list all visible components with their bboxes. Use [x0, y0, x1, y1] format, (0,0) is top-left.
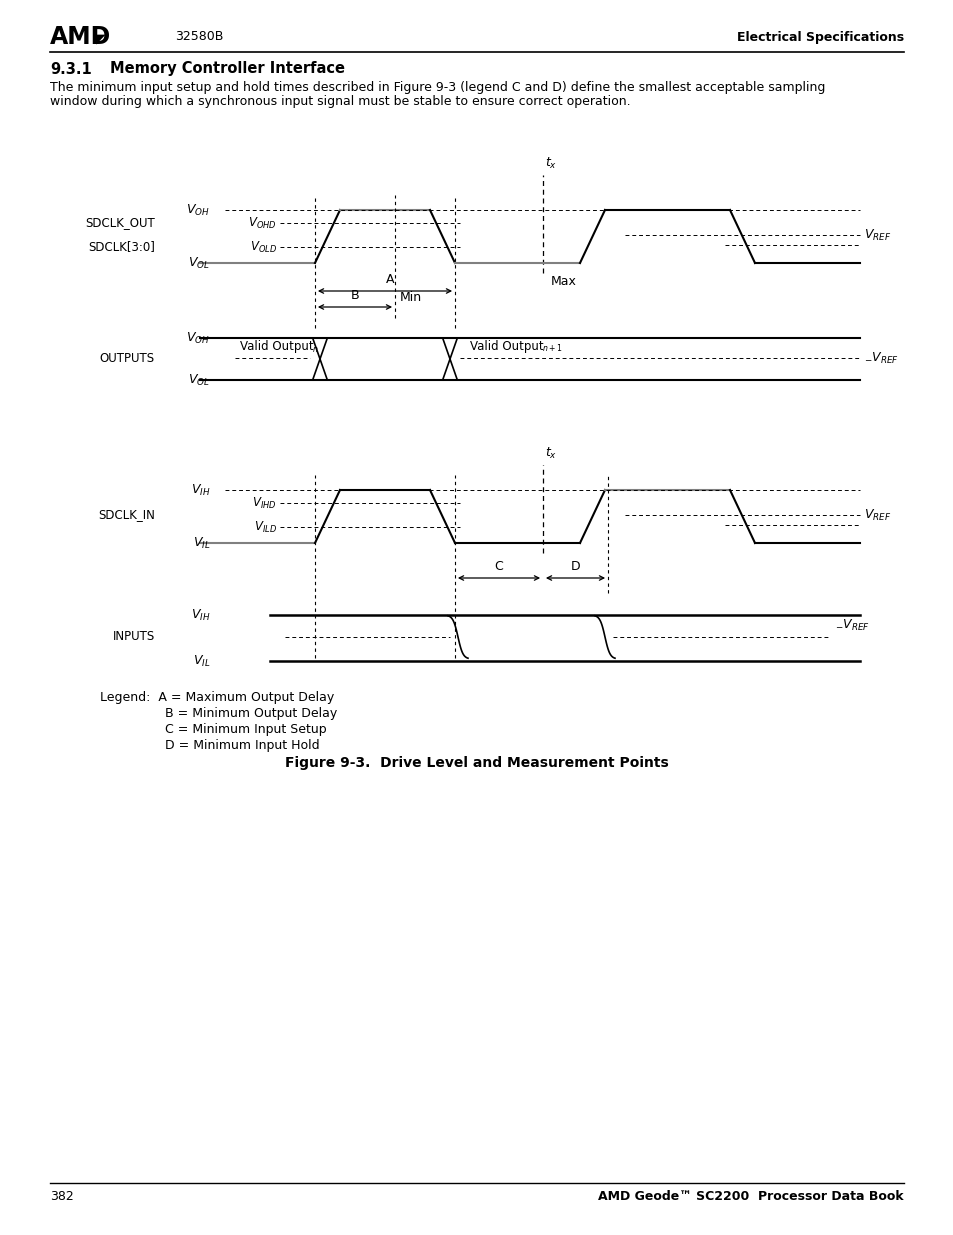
Text: SDCLK_OUT: SDCLK_OUT	[85, 216, 154, 230]
Text: OUTPUTS: OUTPUTS	[100, 352, 154, 364]
Text: $_{n+1}$: $_{n+1}$	[541, 342, 562, 354]
Text: B: B	[351, 289, 359, 303]
Text: window during which a synchronous input signal must be stable to ensure correct : window during which a synchronous input …	[50, 95, 630, 107]
Text: 32580B: 32580B	[174, 31, 223, 43]
Text: ◤: ◤	[96, 32, 106, 46]
Text: $V_{ILD}$: $V_{ILD}$	[253, 520, 276, 535]
Text: $V_{IL}$: $V_{IL}$	[193, 536, 210, 551]
Text: $V_{OH}$: $V_{OH}$	[186, 203, 210, 217]
Text: AMD: AMD	[50, 25, 112, 49]
Text: $V_{OL}$: $V_{OL}$	[188, 256, 210, 270]
Text: Valid Output: Valid Output	[470, 340, 543, 353]
Text: D = Minimum Input Hold: D = Minimum Input Hold	[165, 739, 319, 752]
Text: 382: 382	[50, 1191, 73, 1203]
Text: B = Minimum Output Delay: B = Minimum Output Delay	[165, 706, 337, 720]
Text: Legend:  A = Maximum Output Delay: Legend: A = Maximum Output Delay	[100, 692, 334, 704]
Text: $V_{OL}$: $V_{OL}$	[188, 373, 210, 388]
Text: 9.3.1: 9.3.1	[50, 62, 91, 77]
Text: $V_{IH}$: $V_{IH}$	[191, 483, 210, 498]
Text: Valid Output: Valid Output	[240, 340, 314, 353]
Text: AMD Geode™ SC2200  Processor Data Book: AMD Geode™ SC2200 Processor Data Book	[598, 1191, 903, 1203]
Text: INPUTS: INPUTS	[112, 631, 154, 643]
Text: SDCLK_IN: SDCLK_IN	[98, 509, 154, 521]
Text: The minimum input setup and hold times described in Figure 9-3 (legend C and D) : The minimum input setup and hold times d…	[50, 80, 824, 94]
Text: $_n$: $_n$	[312, 345, 318, 354]
Text: C: C	[494, 559, 503, 573]
Text: $V_{OLD}$: $V_{OLD}$	[250, 240, 276, 254]
Text: C = Minimum Input Setup: C = Minimum Input Setup	[165, 722, 326, 736]
Text: SDCLK[3:0]: SDCLK[3:0]	[88, 241, 154, 253]
Text: A: A	[385, 273, 394, 287]
Text: Figure 9-3.  Drive Level and Measurement Points: Figure 9-3. Drive Level and Measurement …	[285, 756, 668, 769]
Text: $V_{REF}$: $V_{REF}$	[863, 508, 890, 522]
Text: $V_{IH}$: $V_{IH}$	[191, 608, 210, 622]
Text: Memory Controller Interface: Memory Controller Interface	[110, 62, 345, 77]
Text: $_{-}V_{REF}$: $_{-}V_{REF}$	[863, 351, 898, 366]
Text: Max: Max	[551, 275, 577, 288]
Text: D: D	[570, 559, 579, 573]
Text: Electrical Specifications: Electrical Specifications	[736, 31, 903, 43]
Text: Min: Min	[399, 291, 421, 304]
Text: $V_{IHD}$: $V_{IHD}$	[253, 495, 276, 510]
Text: $V_{IL}$: $V_{IL}$	[193, 653, 210, 668]
Text: $V_{OHD}$: $V_{OHD}$	[248, 215, 276, 231]
Text: $V_{REF}$: $V_{REF}$	[863, 227, 890, 242]
Text: $V_{OH}$: $V_{OH}$	[186, 331, 210, 346]
Text: $_{-}V_{REF}$: $_{-}V_{REF}$	[834, 618, 869, 634]
Text: $t_x$: $t_x$	[544, 446, 557, 461]
Text: $t_x$: $t_x$	[544, 156, 557, 170]
